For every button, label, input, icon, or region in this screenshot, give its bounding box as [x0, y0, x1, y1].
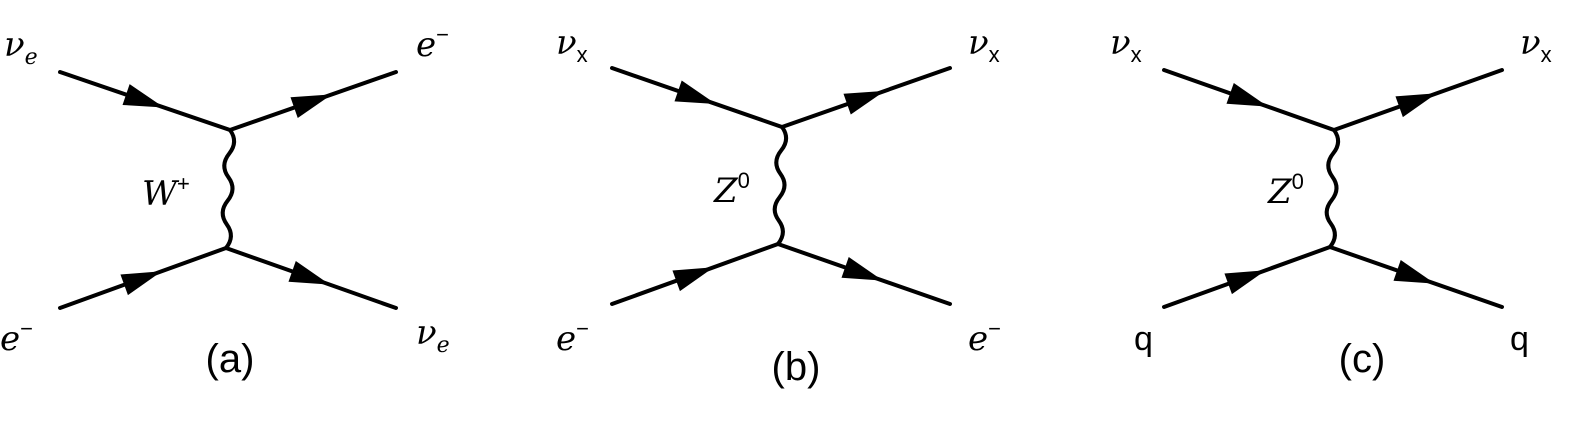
outgoing-bottom-fermion-arrow [1393, 260, 1435, 284]
outgoing-top-fermion-arrow [1395, 93, 1437, 118]
particle-label-top-left: νx [556, 23, 588, 67]
particle-label-bottom-left: e− [556, 316, 589, 359]
diagram-caption: (b) [772, 345, 821, 389]
outgoing-top-fermion-arrow [843, 90, 885, 115]
boson-label: Z0 [1267, 169, 1304, 212]
boson-label: Z0 [713, 168, 750, 211]
boson-propagator [1324, 128, 1341, 249]
particle-label-top-left: νe [4, 25, 38, 70]
particle-label-bottom-right: νe [416, 313, 450, 358]
incoming-top-fermion-arrow [1226, 82, 1268, 107]
particle-label-bottom-right: q [1510, 320, 1529, 358]
particle-label-top-right: νx [1520, 23, 1552, 67]
particle-label-bottom-left: e− [0, 316, 33, 359]
diagram-caption: (c) [1339, 337, 1386, 381]
boson-propagator [772, 125, 789, 246]
particle-label-top-right: e− [416, 22, 449, 65]
diagram-0: νe e− e− νe W+ (a) [0, 22, 450, 381]
incoming-bottom-fermion-arrow [672, 267, 714, 292]
diagram-caption: (a) [206, 337, 255, 381]
incoming-top-fermion-arrow [122, 84, 164, 108]
diagram-1: νx νx e− e− Z0 (b) [556, 23, 1001, 389]
particle-label-top-right: νx [968, 23, 1000, 67]
particle-label-bottom-right: e− [968, 316, 1001, 359]
outgoing-bottom-fermion-arrow [841, 257, 883, 281]
outgoing-bottom-fermion-arrow [288, 260, 330, 285]
particle-label-bottom-left: q [1134, 320, 1153, 358]
particle-label-top-left: νx [1110, 23, 1142, 67]
outgoing-top-fermion-arrow [290, 94, 332, 118]
incoming-bottom-fermion-arrow [1224, 270, 1266, 295]
boson-label: W+ [142, 171, 190, 214]
boson-propagator [220, 128, 237, 250]
incoming-top-fermion-arrow [674, 80, 716, 105]
incoming-bottom-fermion-arrow [120, 271, 162, 296]
diagram-2: νx νx q q Z0 (c) [1110, 23, 1552, 381]
